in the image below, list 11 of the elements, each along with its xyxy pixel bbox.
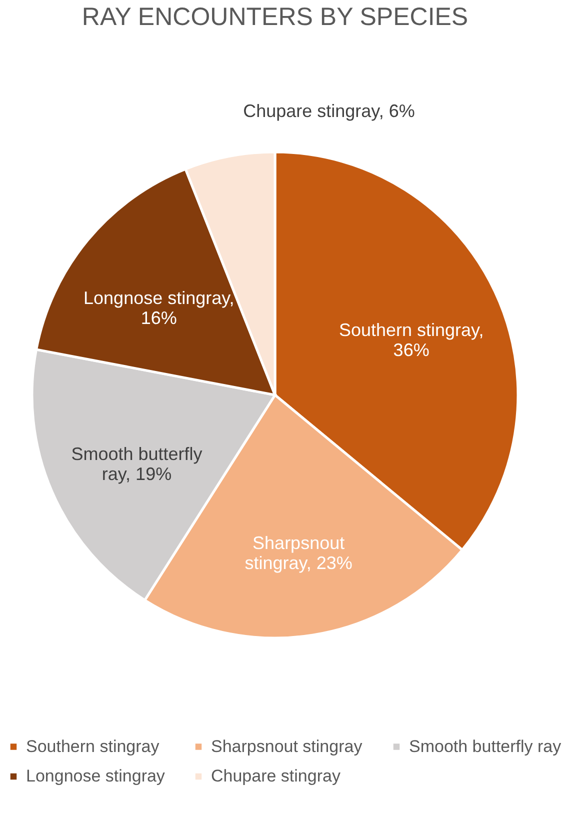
legend-label: Smooth butterfly ray <box>409 736 562 756</box>
data-label: Chupare stingray, 6% <box>243 101 415 122</box>
data-label: Southern stingray, 36% <box>338 320 484 360</box>
legend-label: Longnose stingray <box>26 766 166 786</box>
legend-label: Sharpsnout stingray <box>211 736 363 756</box>
legend-label: Southern stingray <box>26 736 160 756</box>
legend-label: Chupare stingray <box>211 766 341 786</box>
data-label: Smooth butterfly ray, 19% <box>71 444 202 484</box>
data-label: Longnose stingray, 16% <box>84 288 234 328</box>
chart-title: RAY ENCOUNTERS BY SPECIES <box>82 3 468 31</box>
data-label: Sharpsnout stingray, 23% <box>244 532 352 573</box>
